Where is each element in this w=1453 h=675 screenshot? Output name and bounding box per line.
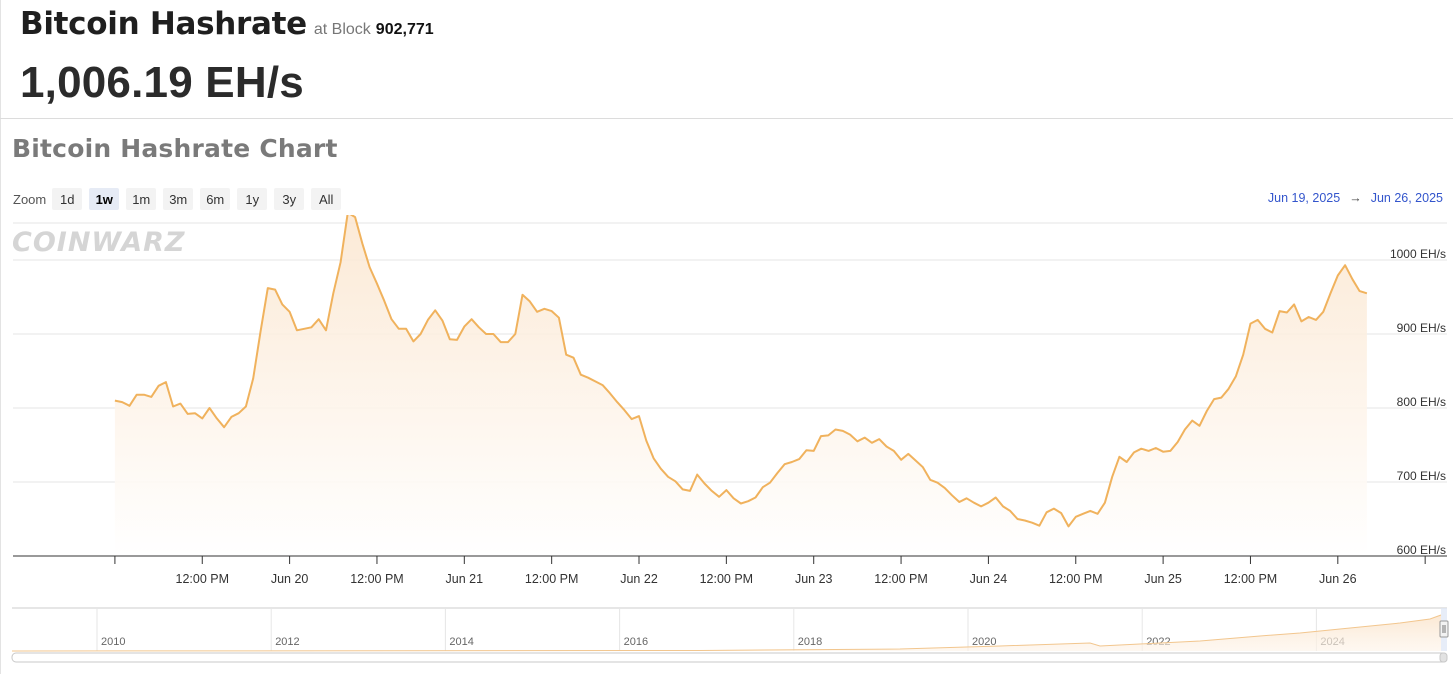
x-tick-label: Jun 23 [795, 572, 833, 586]
at-block-label: at Block [313, 21, 371, 38]
navigator-handle-icon[interactable] [1439, 620, 1449, 638]
y-tick-label: 800 EH/s [1397, 395, 1446, 409]
zoom-button-1d[interactable]: 1d [52, 188, 83, 210]
page-title: Bitcoin Hashrate [20, 6, 307, 42]
hashrate-header: Bitcoin Hashrate at Block 902,771 1,006.… [20, 6, 1440, 116]
chart-title: Bitcoin Hashrate Chart [12, 134, 338, 163]
x-tick-label: 12:00 PM [525, 572, 579, 586]
navigator-scrollbar[interactable] [11, 652, 1448, 663]
x-tick-label: Jun 20 [271, 572, 309, 586]
x-tick-label: Jun 21 [446, 572, 484, 586]
header-divider [0, 118, 1453, 119]
x-tick-label: 12:00 PM [874, 572, 928, 586]
hashrate-area [114, 215, 1367, 556]
navigator-year-label: 2016 [624, 636, 648, 648]
y-tick-label: 900 EH/s [1397, 321, 1446, 335]
coinwarz-watermark-logo: COINWARZ [12, 227, 186, 258]
range-arrow-icon: → [1349, 191, 1362, 205]
x-tick-label: 12:00 PM [700, 572, 754, 586]
range-end-date[interactable]: Jun 26, 2025 [1370, 191, 1443, 205]
zoom-label: Zoom [13, 191, 47, 207]
hashrate-series-line[interactable] [114, 215, 1368, 528]
navigator-year-label: 2012 [275, 636, 299, 648]
plot-area [114, 215, 1368, 556]
x-tick-label: Jun 25 [1144, 572, 1182, 586]
x-axis: 12:00 PM Jun 20 12:00 PM Jun 21 12:00 PM Jun … [13, 555, 1447, 586]
y-tick-label: 1000 EH/s [1390, 247, 1446, 261]
navigator-series-line [11, 614, 1442, 652]
x-tick-label: 12:00 PM [350, 572, 404, 586]
x-tick-label: Jun 26 [1319, 572, 1357, 586]
navigator-year-label: 2018 [798, 636, 822, 648]
navigator-year-label: 2020 [972, 636, 996, 648]
date-range: Jun 19, 2025 → Jun 26, 2025 [1268, 191, 1443, 205]
x-tick-label: Jun 22 [620, 572, 658, 586]
zoom-button-3y[interactable]: 3y [274, 188, 305, 210]
zoom-button-6m[interactable]: 6m [200, 188, 231, 210]
navigator-year-label: 2010 [101, 636, 125, 648]
navigator-area [12, 615, 1441, 651]
y-tick-label: 600 EH/s [1397, 543, 1446, 557]
zoom-button-all[interactable]: All [311, 188, 342, 210]
zoom-button-1w[interactable]: 1w [89, 188, 120, 210]
scrollbar-thumb[interactable] [1439, 652, 1448, 663]
zoom-button-1y[interactable]: 1y [237, 188, 268, 210]
hashrate-chart[interactable]: COINWARZ 600 EH/s 700 EH/s 800 EH/s 900 EH/… [0, 215, 1453, 675]
title-row: Bitcoin Hashrate at Block 902,771 [20, 6, 1440, 42]
zoom-controls: Zoom 1d 1w 1m 3m 6m 1y 3y All [13, 187, 348, 211]
x-tick-label: 12:00 PM [176, 572, 230, 586]
navigator[interactable]: 20102012201420162018202020222024 [11, 607, 1449, 663]
x-tick-label: Jun 24 [970, 572, 1008, 586]
zoom-button-3m[interactable]: 3m [163, 188, 194, 210]
range-start-date[interactable]: Jun 19, 2025 [1267, 191, 1341, 205]
x-tick-label: 12:00 PM [1224, 572, 1278, 586]
y-tick-label: 700 EH/s [1397, 469, 1446, 483]
current-hashrate-value: 1,006.19 EH/s [20, 58, 304, 107]
zoom-button-1m[interactable]: 1m [126, 188, 157, 210]
y-axis-labels: 600 EH/s 700 EH/s 800 EH/s 900 EH/s 1000 EH/… [1390, 247, 1446, 557]
x-tick-label: 12:00 PM [1049, 572, 1103, 586]
navigator-year-label: 2014 [449, 636, 473, 648]
block-number: 902,771 [375, 21, 434, 38]
